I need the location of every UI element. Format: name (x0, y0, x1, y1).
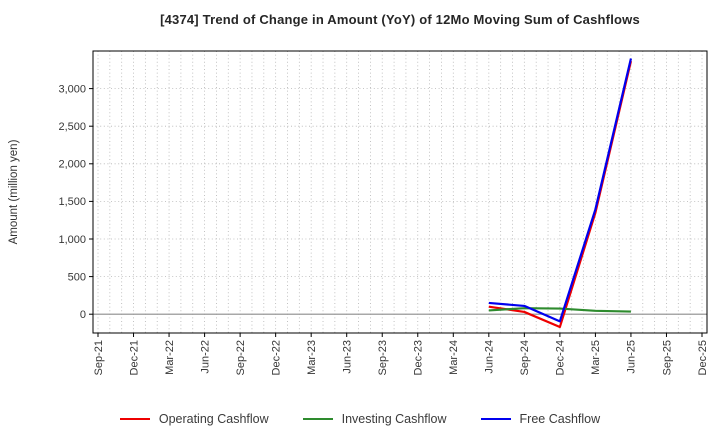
plot-frame (92, 50, 708, 334)
x-tick-label: Mar-22 (164, 340, 176, 375)
y-tick-label: 500 (68, 271, 86, 283)
legend-item-investing-cashflow: Investing Cashflow (302, 412, 447, 426)
x-tick-label: Sep-21 (93, 340, 105, 375)
legend: Operating Cashflow Investing Cashflow Fr… (0, 412, 720, 426)
x-tick-label: Dec-24 (555, 340, 567, 375)
legend-label-operating: Operating Cashflow (158, 412, 269, 426)
x-tick-label: Jun-25 (626, 340, 638, 374)
x-tick-label: Mar-25 (590, 340, 602, 375)
x-tick-label: Jun-22 (199, 340, 211, 374)
y-tick-label: 2,000 (58, 159, 86, 171)
legend-line-investing-icon (302, 417, 333, 421)
legend-label-investing: Investing Cashflow (341, 412, 447, 426)
series-line-2 (488, 58, 633, 323)
legend-line-operating-icon (119, 417, 150, 421)
x-tick-label: Mar-24 (448, 340, 460, 375)
legend-label-free: Free Cashflow (519, 412, 601, 426)
y-tick-label: 2,500 (58, 121, 86, 133)
x-tick-label: Mar-23 (306, 340, 318, 375)
x-tick-label: Sep-25 (661, 340, 673, 375)
x-tick-label: Dec-21 (128, 340, 140, 375)
x-tick-label: Sep-24 (519, 340, 531, 375)
y-tick-label: 1,500 (58, 196, 86, 208)
x-tick-label: Dec-25 (697, 340, 709, 375)
legend-item-operating-cashflow: Operating Cashflow (119, 412, 269, 426)
y-tick-label: 1,000 (58, 234, 86, 246)
x-tick-label: Dec-22 (270, 340, 282, 375)
x-tick-label: Jun-23 (342, 340, 354, 374)
legend-item-free-cashflow: Free Cashflow (480, 412, 601, 426)
x-tick-label: Dec-23 (413, 340, 425, 375)
y-tick-label: 0 (80, 309, 86, 321)
x-tick-label: Sep-23 (377, 340, 389, 375)
y-tick-label: 3,000 (58, 83, 86, 95)
legend-line-free-icon (480, 417, 511, 421)
series-line-0 (488, 60, 633, 329)
chart-title: [4374] Trend of Change in Amount (YoY) o… (160, 12, 640, 27)
x-tick-label: Jun-24 (484, 340, 496, 374)
x-tick-label: Sep-22 (235, 340, 247, 375)
y-axis-label: Amount (million yen) (8, 139, 20, 244)
series-line-1 (488, 307, 631, 313)
